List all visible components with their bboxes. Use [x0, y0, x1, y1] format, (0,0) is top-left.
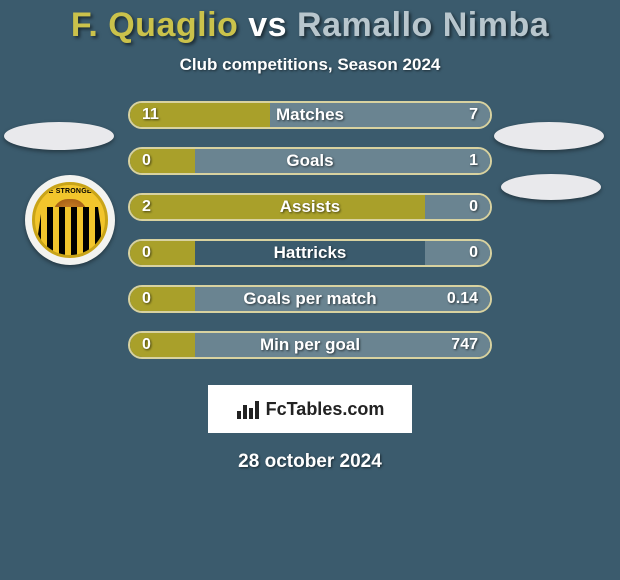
badge-stripes [35, 207, 105, 255]
bar-fill-right [195, 287, 490, 311]
bar-fill-right [425, 195, 490, 219]
player1-club-badge: HE STRONGES [25, 175, 115, 265]
subtitle: Club competitions, Season 2024 [0, 55, 620, 75]
bar-fill-left [130, 287, 195, 311]
player1-avatar-small [4, 122, 114, 150]
date-label: 28 october 2024 [0, 451, 620, 473]
club-badge-icon: HE STRONGES [32, 182, 108, 258]
player2-name: Ramallo Nimba [297, 6, 549, 44]
bar-fill-right [425, 241, 490, 265]
bars-icon [236, 399, 260, 419]
vs-text: vs [248, 6, 297, 44]
stat-row: 20Assists [128, 193, 492, 221]
bar-fill-right [270, 103, 490, 127]
stat-row: 00.14Goals per match [128, 285, 492, 313]
stat-row: 0747Min per goal [128, 331, 492, 359]
fctables-watermark: FcTables.com [208, 385, 412, 433]
stat-row: 117Matches [128, 101, 492, 129]
bar-fill-right [195, 149, 490, 173]
player1-name: F. Quaglio [71, 6, 238, 44]
player2-avatar-small-2 [501, 174, 601, 200]
stat-row: 01Goals [128, 147, 492, 175]
bar-fill-right [195, 333, 490, 357]
page-title: F. Quaglio vs Ramallo Nimba [0, 6, 620, 45]
fctables-label: FcTables.com [266, 399, 385, 420]
bar-fill-left [130, 149, 195, 173]
stat-row: 00Hattricks [128, 239, 492, 267]
player2-avatar-small [494, 122, 604, 150]
bar-fill-left [130, 195, 425, 219]
badge-text: HE STRONGES [43, 188, 96, 195]
bar-fill-left [130, 103, 270, 127]
bar-fill-left [130, 241, 195, 265]
bar-fill-left [130, 333, 195, 357]
infographic: F. Quaglio vs Ramallo Nimba Club competi… [0, 0, 620, 580]
